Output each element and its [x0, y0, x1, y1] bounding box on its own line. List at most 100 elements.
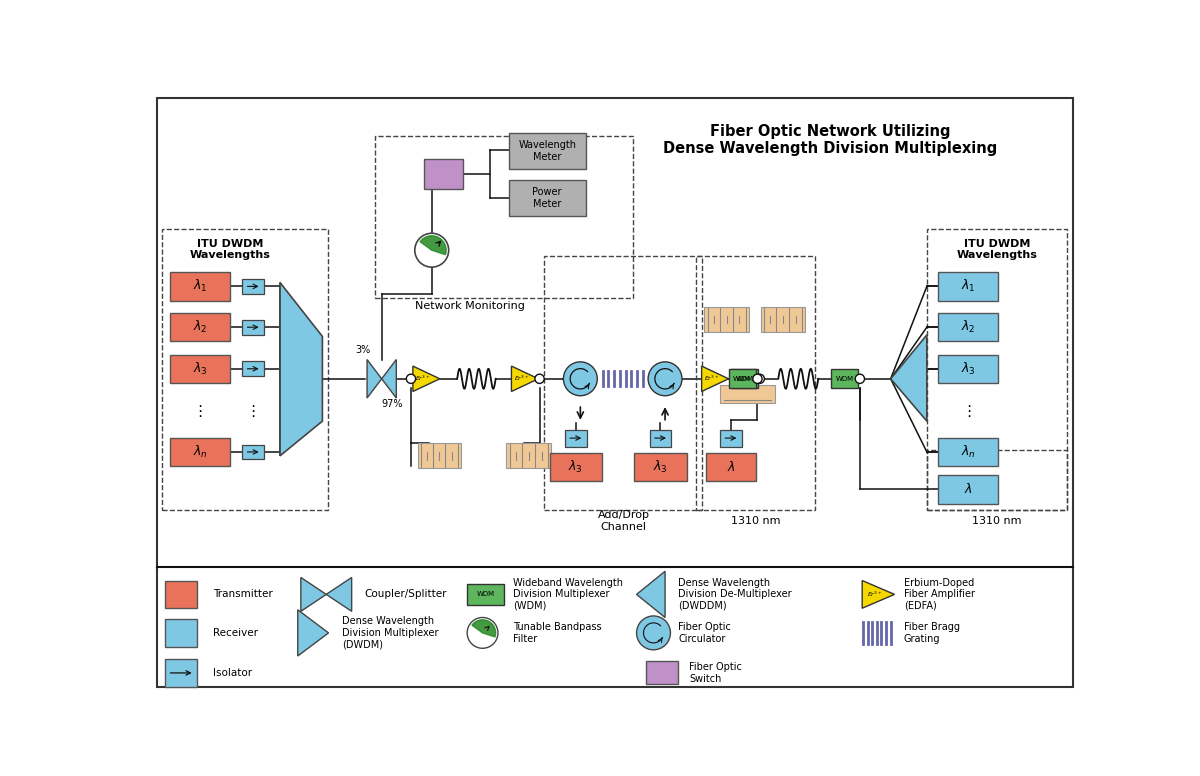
Text: WDM: WDM: [733, 376, 751, 382]
Text: ⋮: ⋮: [246, 404, 260, 419]
Circle shape: [467, 618, 498, 648]
Text: WDM: WDM: [476, 591, 494, 598]
Bar: [170, 313, 230, 341]
Bar: [720, 385, 775, 404]
Polygon shape: [326, 577, 352, 611]
Polygon shape: [420, 236, 446, 255]
Bar: [162, 229, 328, 510]
Bar: [164, 659, 197, 687]
Bar: [706, 452, 756, 481]
Bar: [938, 355, 998, 383]
Bar: [649, 430, 671, 446]
Text: $Er^{3+}$: $Er^{3+}$: [514, 374, 529, 383]
Text: Erbium-Doped
Fiber Amplifier
(EDFA): Erbium-Doped Fiber Amplifier (EDFA): [904, 578, 974, 611]
Text: Wavelength
Meter: Wavelength Meter: [518, 140, 576, 161]
Bar: [374, 137, 632, 298]
Bar: [635, 452, 686, 481]
Text: $\lambda_3$: $\lambda_3$: [653, 459, 668, 475]
Bar: [506, 443, 551, 469]
Bar: [242, 279, 264, 293]
Text: Power
Meter: Power Meter: [533, 187, 562, 209]
Bar: [419, 443, 461, 469]
Bar: [938, 475, 998, 504]
Bar: [720, 430, 742, 446]
Text: $\lambda_3$: $\lambda_3$: [961, 361, 976, 377]
Bar: [242, 362, 264, 376]
Bar: [509, 133, 586, 168]
Bar: [646, 661, 678, 684]
Text: Fiber Bragg
Grating: Fiber Bragg Grating: [904, 622, 960, 643]
Circle shape: [535, 374, 544, 383]
Text: $Er^{3+}$: $Er^{3+}$: [704, 374, 720, 383]
Bar: [170, 438, 230, 466]
Text: $\lambda$: $\lambda$: [726, 460, 736, 474]
Text: ⋮: ⋮: [192, 404, 208, 419]
Polygon shape: [702, 366, 728, 392]
Text: Receiver: Receiver: [214, 628, 258, 638]
Text: Dense Wavelength
Division De-Multiplexer
(DWDDM): Dense Wavelength Division De-Multiplexer…: [678, 578, 792, 611]
Polygon shape: [890, 335, 926, 421]
Bar: [704, 307, 749, 332]
Bar: [467, 584, 504, 605]
Text: Transmitter: Transmitter: [214, 590, 272, 599]
Polygon shape: [636, 571, 665, 618]
Text: Dense Wavelength
Division Multiplexer
(DWDM): Dense Wavelength Division Multiplexer (D…: [342, 616, 438, 650]
Text: $\lambda_n$: $\lambda_n$: [192, 444, 208, 460]
Text: WDM: WDM: [736, 376, 754, 382]
Text: $Er^{3+}$: $Er^{3+}$: [868, 590, 883, 599]
Bar: [164, 580, 197, 608]
Circle shape: [564, 362, 598, 396]
Polygon shape: [298, 610, 329, 656]
Polygon shape: [367, 359, 382, 398]
Text: Tunable Bandpass
Filter: Tunable Bandpass Filter: [514, 622, 602, 643]
Text: 1310 nm: 1310 nm: [731, 516, 780, 526]
Bar: [830, 369, 858, 389]
Bar: [938, 438, 998, 466]
Text: WDM: WDM: [835, 376, 853, 382]
Text: $\lambda_2$: $\lambda_2$: [193, 319, 208, 335]
Text: Isolator: Isolator: [214, 668, 252, 678]
Polygon shape: [280, 282, 323, 456]
Bar: [170, 355, 230, 383]
Bar: [761, 307, 805, 332]
Bar: [544, 255, 702, 510]
Text: ITU DWDM
Wavelengths: ITU DWDM Wavelengths: [956, 239, 1037, 260]
Text: $Er^{3+}$: $Er^{3+}$: [415, 374, 431, 383]
Bar: [696, 255, 815, 510]
Text: $\lambda_2$: $\lambda_2$: [961, 319, 976, 335]
Text: Add/Drop
Channel: Add/Drop Channel: [598, 511, 649, 532]
Polygon shape: [280, 282, 320, 456]
Text: Fiber Optic
Circulator: Fiber Optic Circulator: [678, 622, 731, 643]
Bar: [565, 430, 587, 446]
Circle shape: [407, 374, 415, 383]
Polygon shape: [301, 577, 326, 611]
Bar: [926, 449, 1067, 510]
Text: ITU DWDM
Wavelengths: ITU DWDM Wavelengths: [190, 239, 270, 260]
Text: Fiber Optic
Switch: Fiber Optic Switch: [689, 662, 742, 684]
Text: $\lambda$: $\lambda$: [964, 483, 973, 497]
Polygon shape: [413, 366, 440, 392]
Circle shape: [856, 374, 864, 383]
Text: $\lambda_1$: $\lambda_1$: [193, 279, 208, 294]
Circle shape: [648, 362, 682, 396]
Text: Network Monitoring: Network Monitoring: [415, 300, 526, 310]
Text: ⋮: ⋮: [961, 404, 976, 419]
Text: 1310 nm: 1310 nm: [972, 516, 1021, 526]
Text: Wideband Wavelength
Division Multiplexer
(WDM): Wideband Wavelength Division Multiplexer…: [514, 578, 623, 611]
Text: $\lambda_3$: $\lambda_3$: [569, 459, 583, 475]
Polygon shape: [862, 580, 894, 608]
Bar: [170, 272, 230, 300]
Bar: [938, 272, 998, 300]
Bar: [728, 369, 756, 389]
Bar: [509, 180, 586, 216]
Polygon shape: [511, 366, 539, 392]
Bar: [242, 320, 264, 334]
Circle shape: [636, 616, 671, 650]
Bar: [731, 369, 758, 389]
Text: $\lambda_3$: $\lambda_3$: [192, 361, 208, 377]
Text: 97%: 97%: [380, 399, 402, 409]
Bar: [164, 619, 197, 646]
Circle shape: [415, 234, 449, 267]
Text: $\lambda_1$: $\lambda_1$: [961, 279, 976, 294]
Bar: [926, 229, 1067, 510]
